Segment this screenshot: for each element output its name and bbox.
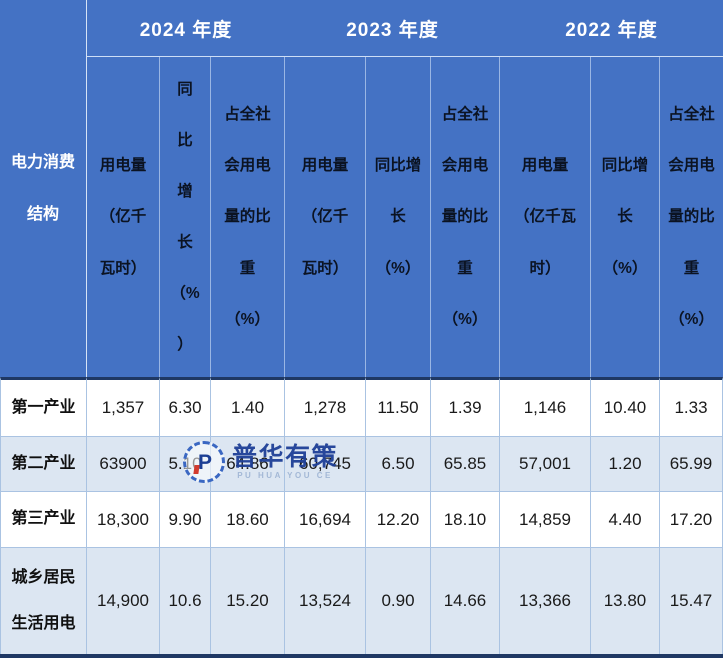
cell-2023-consumption: 16,694	[285, 492, 366, 548]
row-label-primary-industry: 第一产业	[0, 377, 87, 437]
cell-2022-share: 65.99	[660, 437, 723, 492]
cell-2024-growth: 9.90	[160, 492, 211, 548]
cell-2024-share: 15.20	[211, 548, 285, 654]
year-header-2022: 2022 年度	[500, 0, 723, 57]
cell-2022-share: 1.33	[660, 377, 723, 437]
col-header-2022-consumption: 用电量 （亿千瓦 时）	[500, 57, 591, 377]
cell-2023-share: 65.85	[431, 437, 500, 492]
col-header-2022-growth: 同比增 长 （%）	[591, 57, 660, 377]
cell-2024-consumption: 14,900	[87, 548, 160, 654]
cell-2024-growth: 6.30	[160, 377, 211, 437]
cell-2022-consumption: 14,859	[500, 492, 591, 548]
cell-2024-consumption: 18,300	[87, 492, 160, 548]
cell-2023-share: 18.10	[431, 492, 500, 548]
cell-2023-consumption: 60,745	[285, 437, 366, 492]
cell-2022-growth: 13.80	[591, 548, 660, 654]
col-header-2022-share: 占全社 会用电 量的比 重 （%）	[660, 57, 723, 377]
cell-2022-share: 17.20	[660, 492, 723, 548]
cell-2024-share: 18.60	[211, 492, 285, 548]
cell-2022-growth: 10.40	[591, 377, 660, 437]
cell-2024-consumption: 1,357	[87, 377, 160, 437]
cell-2023-share: 1.39	[431, 377, 500, 437]
cell-2023-consumption: 1,278	[285, 377, 366, 437]
cell-2024-consumption: 63900	[87, 437, 160, 492]
cell-2022-growth: 1.20	[591, 437, 660, 492]
cell-2022-consumption: 13,366	[500, 548, 591, 654]
cell-2023-growth: 6.50	[366, 437, 431, 492]
col-header-2023-share: 占全社 会用电 量的比 重 （%）	[431, 57, 500, 377]
row-label-tertiary-industry: 第三产业	[0, 492, 87, 548]
col-header-2023-consumption: 用电量 （亿千 瓦时）	[285, 57, 366, 377]
cell-2024-share: 64.86	[211, 437, 285, 492]
cell-2023-consumption: 13,524	[285, 548, 366, 654]
col-header-2024-consumption: 用电量 （亿千 瓦时）	[87, 57, 160, 377]
row-label-urban-rural-residential: 城乡居民 生活用电	[0, 548, 87, 654]
col-header-2024-share: 占全社 会用电 量的比 重 （%）	[211, 57, 285, 377]
row-label-secondary-industry: 第二产业	[0, 437, 87, 492]
cell-2023-share: 14.66	[431, 548, 500, 654]
cell-2023-growth: 11.50	[366, 377, 431, 437]
cell-2023-growth: 0.90	[366, 548, 431, 654]
cell-2022-consumption: 1,146	[500, 377, 591, 437]
cell-2024-share: 1.40	[211, 377, 285, 437]
year-header-2024: 2024 年度	[87, 0, 285, 57]
cell-2022-consumption: 57,001	[500, 437, 591, 492]
cell-2024-growth: 10.6	[160, 548, 211, 654]
col-header-2023-growth: 同比增 长 （%）	[366, 57, 431, 377]
cell-2023-growth: 12.20	[366, 492, 431, 548]
cell-2024-growth: 5.10	[160, 437, 211, 492]
year-header-2023: 2023 年度	[285, 0, 500, 57]
cell-2022-share: 15.47	[660, 548, 723, 654]
col-header-2024-growth: 同 比 增 长 （% ）	[160, 57, 211, 377]
cell-2022-growth: 4.40	[591, 492, 660, 548]
corner-header-power-consumption-structure: 电力消费 结构	[0, 0, 87, 377]
